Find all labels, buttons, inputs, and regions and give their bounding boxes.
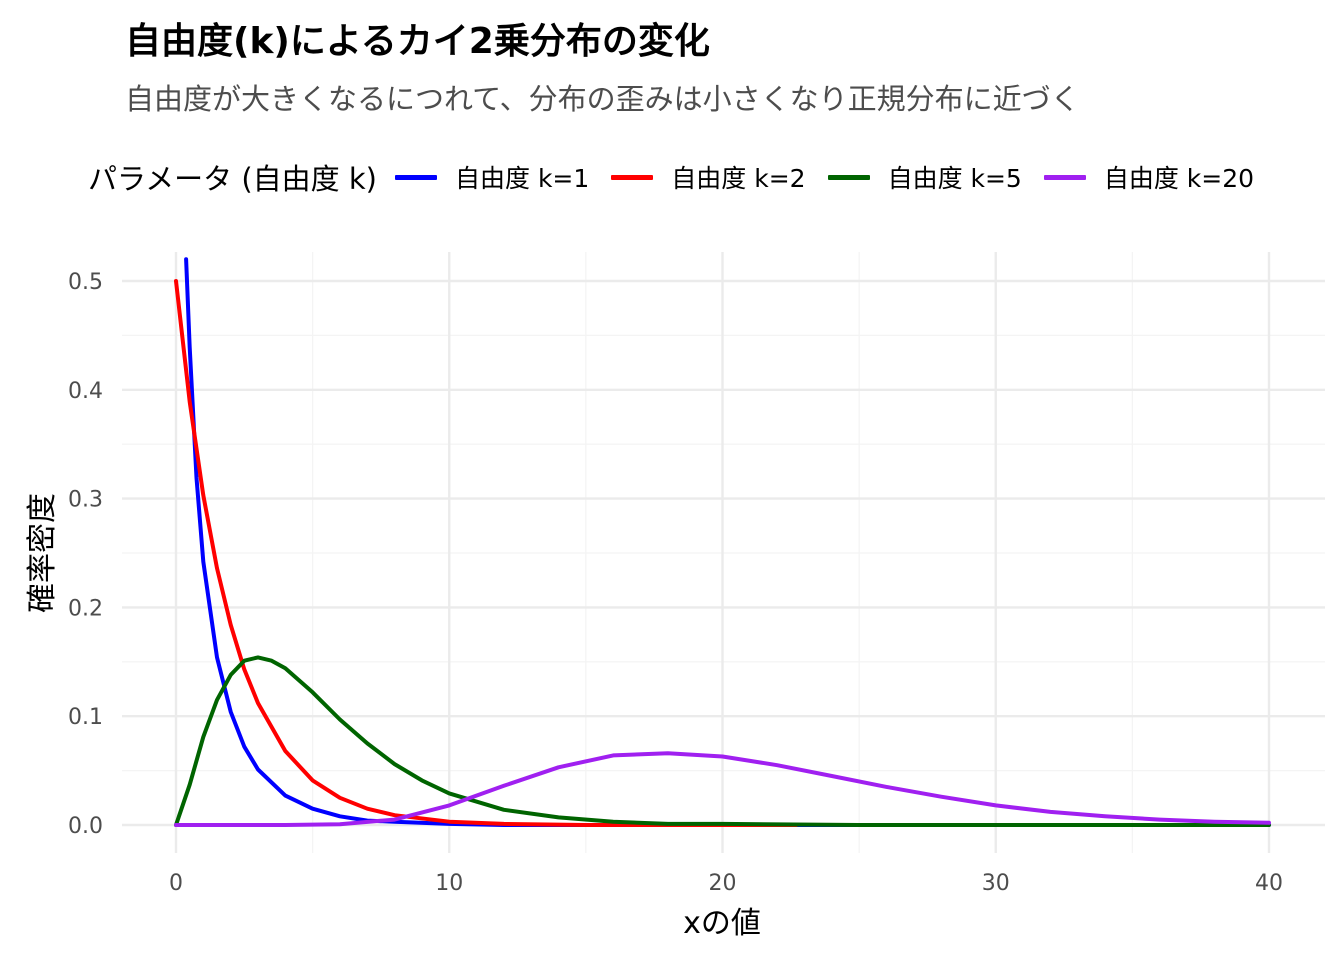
chart-title: 自由度(k)によるカイ2乗分布の変化 [125, 21, 710, 62]
legend-key-k1 [395, 174, 437, 180]
x-tick-label: 10 [435, 871, 463, 896]
y-axis-title: 確率密度 [25, 493, 60, 613]
legend-key-k2 [611, 174, 654, 180]
y-tick-label: 0.0 [68, 814, 103, 839]
x-tick-label: 0 [169, 871, 183, 896]
series-line-3 [174, 655, 1271, 827]
y-tick-label: 0.2 [68, 596, 103, 621]
x-axis-ticks: 0 10 20 30 40 [169, 871, 1283, 896]
grid [122, 252, 1325, 853]
series-line-4 [174, 751, 1271, 827]
y-tick-label: 0.4 [68, 379, 103, 404]
y-tick-label: 0.3 [68, 488, 103, 513]
legend-label-k2: 自由度 k=2 [671, 164, 806, 193]
series-line-1 [184, 257, 1271, 827]
legend: パラメータ (自由度 k) 自由度 k=1 自由度 k=2 自由度 k=5 自由… [88, 150, 1344, 204]
series-lines [174, 257, 1271, 827]
legend-item-k5: 自由度 k=5 [827, 159, 1022, 195]
x-tick-label: 40 [1255, 871, 1283, 896]
y-tick-label: 0.1 [68, 705, 103, 730]
legend-key-k5 [827, 174, 870, 180]
legend-item-k2: 自由度 k=2 [611, 159, 806, 195]
y-axis-ticks: 0.0 0.1 0.2 0.3 0.4 0.5 [68, 270, 103, 839]
legend-title: パラメータ (自由度 k) [88, 162, 377, 196]
legend-item-k20: 自由度 k=20 [1043, 159, 1255, 195]
legend-label-k1: 自由度 k=1 [455, 164, 590, 193]
y-tick-label: 0.5 [68, 270, 103, 295]
legend-label-k5: 自由度 k=5 [887, 164, 1022, 193]
x-axis-title: xの値 [683, 906, 761, 941]
chart-subtitle: 自由度が大きくなるにつれて、分布の歪みは小さくなり正規分布に近づく [125, 82, 1080, 116]
series-line-2 [174, 279, 799, 827]
x-tick-label: 20 [709, 871, 737, 896]
legend-label-k20: 自由度 k=20 [1103, 164, 1255, 193]
x-tick-label: 30 [982, 871, 1010, 896]
legend-key-k20 [1043, 174, 1086, 180]
legend-item-k1: 自由度 k=1 [395, 159, 589, 195]
